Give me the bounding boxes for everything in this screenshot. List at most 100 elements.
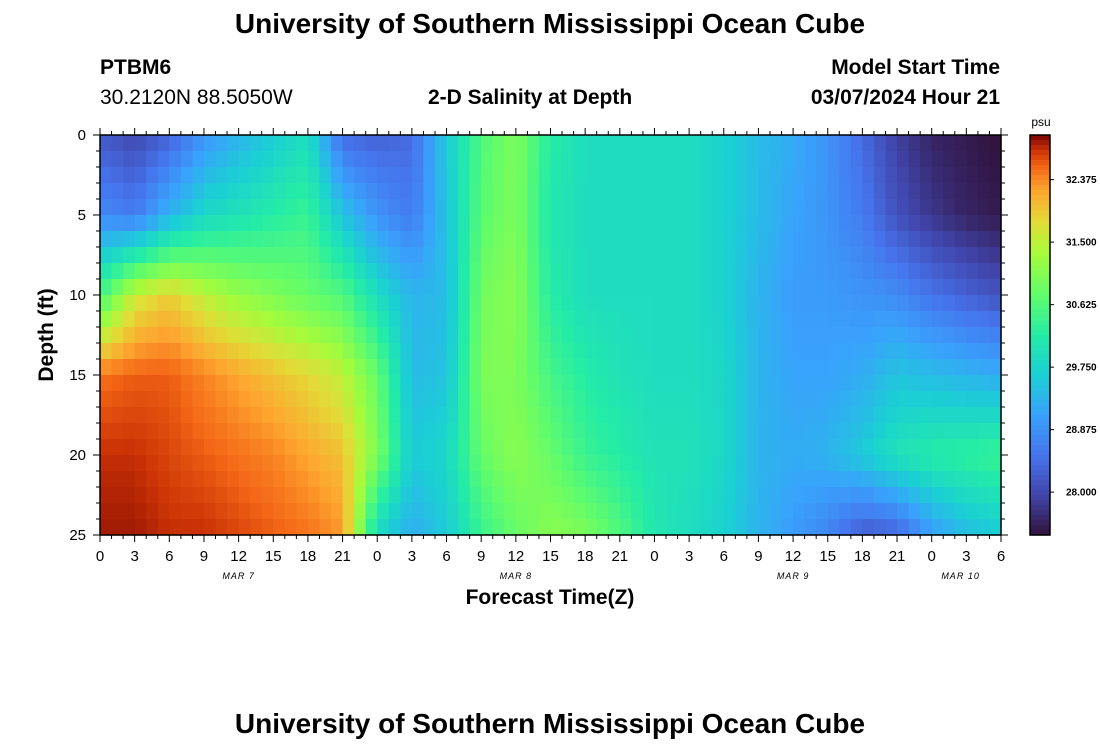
- heatmap-cell: [954, 359, 967, 376]
- heatmap-cell: [365, 375, 378, 392]
- heatmap-cell: [977, 231, 991, 248]
- heatmap-cell: [619, 327, 632, 344]
- heatmap-cell: [331, 375, 344, 392]
- heatmap-cell: [400, 487, 413, 504]
- heatmap-cell: [862, 231, 875, 248]
- heatmap-cell: [642, 199, 656, 216]
- heatmap-cell: [354, 327, 367, 344]
- heatmap-cell: [388, 279, 401, 296]
- heatmap-cell: [273, 215, 286, 232]
- heatmap-cell: [515, 439, 528, 456]
- heatmap-cell: [920, 391, 933, 408]
- heatmap-cell: [111, 391, 124, 408]
- x-tick-label: 6: [997, 548, 1005, 565]
- heatmap-cell: [746, 423, 760, 440]
- heatmap-cell: [585, 167, 598, 184]
- heatmap-cell: [781, 151, 794, 168]
- heatmap-cell: [908, 455, 921, 472]
- heatmap-cell: [423, 423, 436, 440]
- heatmap-cell: [689, 487, 702, 504]
- heatmap-cell: [816, 295, 829, 312]
- heatmap-cell: [596, 199, 609, 216]
- heatmap-cell: [180, 471, 194, 488]
- heatmap-cell: [261, 199, 274, 216]
- heatmap-cell: [804, 359, 817, 376]
- heatmap-cell: [307, 359, 321, 376]
- station-coords: 30.2120N 88.5050W: [100, 86, 293, 109]
- heatmap-cell: [504, 407, 517, 424]
- heatmap-cell: [666, 407, 679, 424]
- heatmap-cell: [100, 471, 113, 488]
- heatmap-cell: [492, 519, 505, 536]
- heatmap-cell: [781, 519, 794, 536]
- heatmap-cell: [573, 263, 586, 280]
- heatmap-cell: [307, 199, 321, 216]
- heatmap-cell: [342, 423, 355, 440]
- heatmap-cell: [689, 327, 702, 344]
- heatmap-cell: [793, 263, 806, 280]
- heatmap-cell: [180, 263, 194, 280]
- heatmap-cell: [331, 423, 344, 440]
- heatmap-cell: [261, 247, 274, 264]
- heatmap-cell: [689, 295, 702, 312]
- heatmap-cell: [839, 135, 852, 152]
- heatmap-cell: [504, 471, 517, 488]
- colorbar-segment: [1030, 175, 1050, 181]
- heatmap-cell: [873, 279, 887, 296]
- heatmap-cell: [227, 327, 240, 344]
- heatmap-cell: [458, 439, 471, 456]
- heatmap-cell: [562, 503, 575, 520]
- heatmap-cell: [111, 231, 124, 248]
- heatmap-cell: [458, 487, 471, 504]
- heatmap-cell: [781, 279, 794, 296]
- heatmap-cell: [319, 375, 332, 392]
- y-tick-label: 0: [78, 127, 86, 144]
- heatmap-cell: [885, 215, 898, 232]
- colorbar-tick-label: 32.375: [1066, 175, 1097, 186]
- heatmap-cell: [134, 359, 147, 376]
- heatmap-cell: [977, 327, 991, 344]
- heatmap-cell: [769, 311, 783, 328]
- heatmap-cell: [527, 471, 540, 488]
- heatmap-cell: [388, 359, 401, 376]
- heatmap-cell: [642, 247, 656, 264]
- heatmap-cell: [354, 471, 367, 488]
- heatmap-cell: [781, 295, 794, 312]
- heatmap-cell: [273, 183, 286, 200]
- heatmap-cell: [827, 183, 840, 200]
- heatmap-cell: [180, 487, 194, 504]
- heatmap-cell: [666, 135, 679, 152]
- heatmap-cell: [769, 263, 783, 280]
- heatmap-cell: [677, 135, 690, 152]
- heatmap-cell: [100, 359, 113, 376]
- heatmap-cell: [666, 295, 679, 312]
- heatmap-cell: [400, 407, 413, 424]
- heatmap-cell: [873, 471, 887, 488]
- heatmap-cell: [827, 135, 840, 152]
- heatmap-cell: [492, 503, 505, 520]
- heatmap-cell: [192, 151, 205, 168]
- heatmap-cell: [388, 231, 401, 248]
- heatmap-cell: [654, 375, 667, 392]
- heatmap-cell: [862, 135, 875, 152]
- heatmap-cell: [873, 311, 887, 328]
- heatmap-cell: [677, 391, 690, 408]
- heatmap-cell: [192, 343, 205, 360]
- heatmap-cell: [180, 375, 194, 392]
- heatmap-cell: [434, 407, 448, 424]
- heatmap-cell: [746, 231, 760, 248]
- heatmap-cell: [458, 199, 471, 216]
- heatmap-cell: [411, 439, 425, 456]
- heatmap-cell: [908, 311, 921, 328]
- heatmap-cell: [377, 503, 390, 520]
- heatmap-cell: [434, 311, 448, 328]
- heatmap-cell: [862, 295, 875, 312]
- heatmap-cell: [100, 263, 113, 280]
- heatmap-cell: [666, 391, 679, 408]
- heatmap-cell: [227, 167, 240, 184]
- heatmap-cell: [943, 407, 956, 424]
- heatmap-cell: [342, 503, 355, 520]
- heatmap-cell: [434, 359, 448, 376]
- heatmap-cell: [458, 343, 471, 360]
- heatmap-cell: [596, 439, 609, 456]
